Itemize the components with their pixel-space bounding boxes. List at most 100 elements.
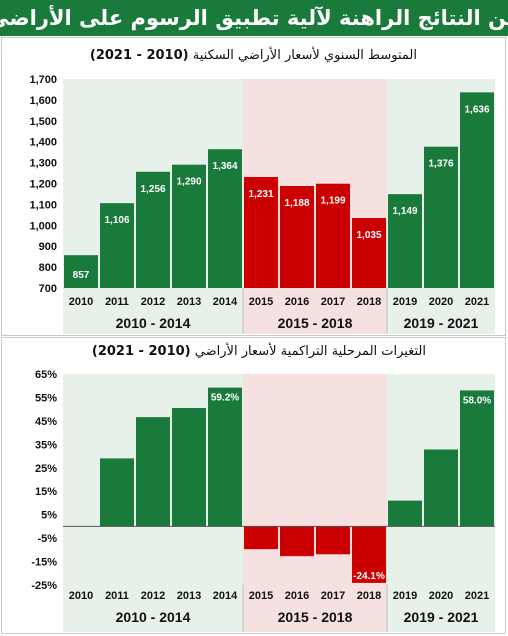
- bar: [388, 194, 422, 288]
- bar: [172, 164, 206, 288]
- x-tick-label: 2013: [177, 590, 201, 602]
- data-label: 857: [73, 270, 90, 281]
- period-group-label: 2019 - 2021: [404, 609, 479, 625]
- data-label: 1,188: [284, 198, 309, 209]
- x-tick-label: 2018: [357, 590, 381, 602]
- chart-title-text: التغيرات المرحلية التراكمية لأسعار الأرا…: [194, 344, 426, 359]
- y-tick-label: 1,300: [29, 158, 57, 170]
- period-group-label: 2010 - 2014: [116, 609, 191, 625]
- data-label: 1,231: [248, 189, 273, 200]
- bar: [208, 387, 242, 527]
- x-tick-label: 2019: [393, 296, 417, 308]
- period-band: [243, 374, 387, 632]
- chart-panel-average-price: المتوسط السنوي لأسعار الأراضي السكنية (2…: [1, 37, 506, 336]
- x-tick-label: 2017: [321, 590, 345, 602]
- bar: [280, 526, 314, 557]
- bar: [352, 217, 386, 288]
- data-label: 1,106: [104, 215, 129, 226]
- average-price-bar-chart: 857 1,106 1,256 1,290 1,364 1,231 1,188 1,199 1,…: [29, 74, 495, 334]
- x-tick-label: 2020: [429, 590, 453, 602]
- x-tick-label: 2019: [393, 590, 417, 602]
- bar: [244, 177, 278, 288]
- bar: [208, 149, 242, 288]
- period-group-label: 2015 - 2018: [278, 609, 353, 625]
- bar: [136, 171, 170, 288]
- period-group-label: 2019 - 2021: [404, 315, 479, 331]
- data-label: 1,035: [356, 230, 381, 241]
- chart-panel-cumulative-change: التغيرات المرحلية التراكمية لأسعار الأرا…: [1, 337, 506, 634]
- x-tick-label: 2021: [465, 296, 489, 308]
- y-tick-label: 1,600: [29, 95, 57, 107]
- x-tick-label: 2014: [213, 296, 238, 308]
- y-tick-label: -5%: [37, 533, 57, 545]
- period-group-label: 2015 - 2018: [278, 315, 353, 331]
- chart-title: المتوسط السنوي لأسعار الأراضي السكنية (2…: [90, 48, 417, 63]
- x-tick-label: 2015: [249, 296, 273, 308]
- x-tick-label: 2016: [285, 590, 309, 602]
- data-label: 1,290: [176, 177, 201, 188]
- y-tick-label: 1,700: [29, 74, 57, 86]
- y-tick-label: 55%: [35, 392, 57, 404]
- x-tick-label: 2018: [357, 296, 381, 308]
- bar: [316, 526, 350, 555]
- y-tick-label: 25%: [35, 463, 57, 475]
- data-label: 59.2%: [211, 393, 239, 404]
- y-tick-label: 1,200: [29, 179, 57, 191]
- data-label: 1,364: [212, 161, 237, 172]
- data-label: 58.0%: [463, 395, 491, 406]
- bar: [136, 417, 170, 527]
- chart-subtitle: (2010 - 2021): [89, 48, 189, 63]
- bar: [352, 526, 386, 583]
- data-label: 1,199: [320, 196, 345, 207]
- bar: [100, 203, 134, 288]
- x-tick-label: 2016: [285, 296, 309, 308]
- x-tick-label: 2013: [177, 296, 201, 308]
- bar: [424, 146, 458, 288]
- data-label: 1,256: [140, 184, 165, 195]
- x-tick-label: 2011: [105, 296, 129, 308]
- bar: [100, 458, 134, 527]
- bar: [424, 449, 458, 527]
- y-tick-label: 1,500: [29, 116, 57, 128]
- x-tick-label: 2021: [465, 590, 489, 602]
- bar: [460, 92, 494, 288]
- bar: [64, 255, 98, 288]
- x-tick-label: 2011: [105, 590, 129, 602]
- header-banner: من النتائج الراهنة لآلية تطبيق الرسوم عل…: [0, 0, 508, 36]
- data-label: 1,636: [464, 104, 489, 115]
- y-tick-label: -25%: [31, 580, 57, 592]
- page-title: من النتائج الراهنة لآلية تطبيق الرسوم عل…: [0, 6, 508, 30]
- x-tick-label: 2012: [141, 590, 165, 602]
- bar: [388, 500, 422, 527]
- data-label: 1,149: [392, 206, 417, 217]
- y-tick-label: 800: [39, 262, 57, 274]
- x-tick-label: 2010: [69, 296, 93, 308]
- y-tick-label: 45%: [35, 416, 57, 428]
- y-tick-label: 1,100: [29, 199, 57, 211]
- data-label: -24.1%: [353, 571, 385, 582]
- y-tick-label: 1,000: [29, 220, 57, 232]
- y-tick-label: -15%: [31, 557, 57, 569]
- y-tick-label: 900: [39, 241, 57, 253]
- chart-subtitle: (2010 - 2021): [91, 344, 191, 359]
- bar: [172, 407, 206, 527]
- cumulative-change-bar-chart: 59.2% -24.1% 58.0% -25% -15% -5% 5% 15% 25% 35% 45…: [31, 369, 495, 632]
- x-tick-label: 2010: [69, 590, 93, 602]
- period-group-label: 2010 - 2014: [116, 315, 191, 331]
- y-tick-label: 65%: [35, 369, 57, 381]
- x-tick-label: 2015: [249, 590, 273, 602]
- y-tick-label: 15%: [35, 486, 57, 498]
- x-tick-label: 2012: [141, 296, 165, 308]
- chart-title: التغيرات المرحلية التراكمية لأسعار الأرا…: [92, 344, 426, 359]
- y-tick-label: 35%: [35, 439, 57, 451]
- y-tick-label: 1,400: [29, 137, 57, 149]
- y-tick-label: 5%: [41, 510, 57, 522]
- bar: [316, 183, 350, 288]
- data-label: 1,376: [428, 159, 453, 170]
- x-tick-label: 2020: [429, 296, 453, 308]
- bar: [280, 186, 314, 288]
- x-tick-label: 2014: [213, 590, 238, 602]
- bar: [244, 526, 278, 550]
- bar: [460, 390, 494, 527]
- chart-title-text: المتوسط السنوي لأسعار الأراضي السكنية: [192, 48, 417, 63]
